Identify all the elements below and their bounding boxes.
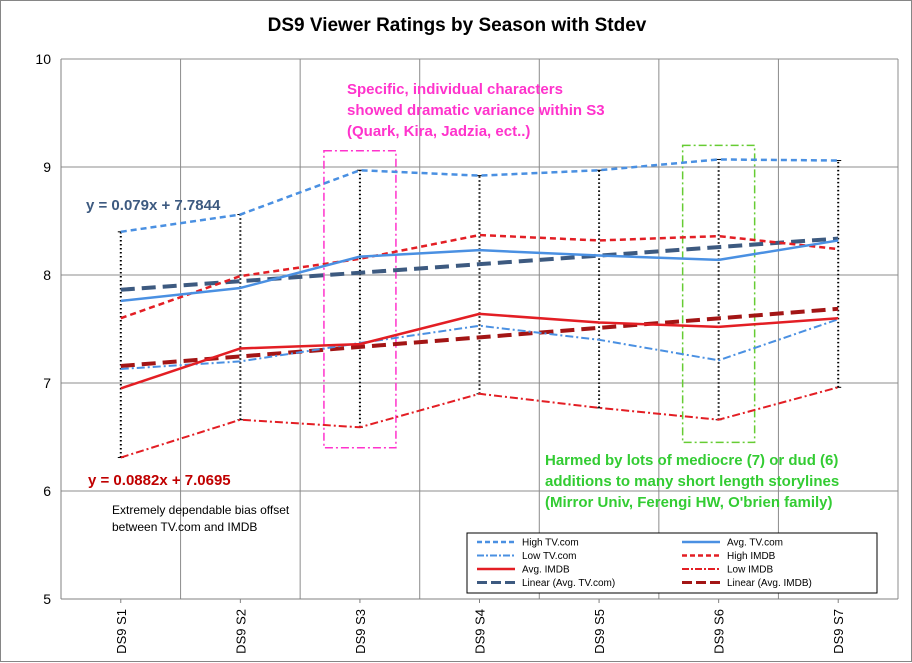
series-line-avg-tv-com: [120, 239, 839, 303]
axes: 5 6 7 8 9 10 DS9 S1 DS9 S2 DS9 S3 DS9 S4 DS9 S5 DS9…: [35, 51, 898, 654]
highlight-boxes: [323, 144, 756, 449]
y-tick-label: 8: [43, 267, 51, 283]
s3-annotation-line: (Quark, Kira, Jadzia, ect..): [347, 123, 530, 140]
y-tick-label: 7: [43, 375, 51, 391]
trendline-equation-imdb: y = 0.0882x + 7.0695: [88, 472, 231, 489]
series-line-low-imdb: [120, 386, 839, 459]
legend-label: Avg. IMDB: [522, 565, 570, 576]
legend-label: Avg. TV.com: [727, 538, 783, 549]
x-tick-label: DS9 S5: [592, 609, 607, 654]
x-tick-label: DS9 S4: [473, 609, 488, 654]
x-tick-label: DS9 S1: [114, 609, 129, 654]
annotations: y = 0.079x + 7.7844 y = 0.0882x + 7.0695 S…: [86, 81, 839, 534]
y-tick-label: 5: [43, 591, 51, 607]
series-line-linear-avg-imdb: [120, 306, 839, 368]
legend-label: Linear (Avg. IMDB): [727, 578, 812, 589]
series-line-high-tv-com: [120, 158, 839, 234]
series-line-linear-avg-tv-com: [120, 236, 839, 292]
trendline-equation-tv: y = 0.079x + 7.7844: [86, 197, 221, 214]
bias-annotation-line: Extremely dependable bias offset: [112, 503, 290, 517]
bias-annotation-line: between TV.com and IMDB: [112, 520, 257, 534]
legend-label: Low IMDB: [727, 565, 773, 576]
grid: [60, 58, 899, 600]
y-tick-label: 6: [43, 483, 51, 499]
s3-annotation-line: showed dramatic variance within S3: [347, 102, 605, 119]
legend: High TV.com Avg. TV.com Low TV.com High IMD…: [466, 532, 878, 594]
s6-annotation-line: Harmed by lots of mediocre (7) or dud (6…: [545, 452, 838, 469]
legend-label: High IMDB: [727, 551, 776, 562]
error-bars: [117, 158, 842, 459]
series-line-avg-imdb: [120, 312, 839, 390]
s6-annotation-line: additions to many short length storyline…: [545, 473, 839, 490]
series-line-low-tv-com: [120, 318, 839, 370]
x-tick-label: DS9 S6: [712, 609, 727, 654]
legend-label: Low TV.com: [522, 551, 576, 562]
y-tick-label: 10: [35, 51, 51, 67]
y-tick-label: 9: [43, 159, 51, 175]
legend-label: Linear (Avg. TV.com): [522, 578, 615, 589]
highlight-box: [681, 144, 756, 444]
x-tick-label: DS9 S2: [233, 609, 248, 654]
s6-annotation-line: (Mirror Univ, Ferengi HW, O'brien family…: [545, 494, 833, 511]
legend-label: High TV.com: [522, 538, 579, 549]
highlight-box: [323, 150, 397, 449]
legend-box: [466, 532, 878, 594]
series-lines: [120, 158, 839, 459]
x-tick-label: DS9 S7: [831, 609, 846, 654]
s3-annotation-line: Specific, individual characters: [347, 81, 563, 98]
x-tick-label: DS9 S3: [353, 609, 368, 654]
chart-title: DS9 Viewer Ratings by Season with Stdev: [268, 15, 647, 36]
